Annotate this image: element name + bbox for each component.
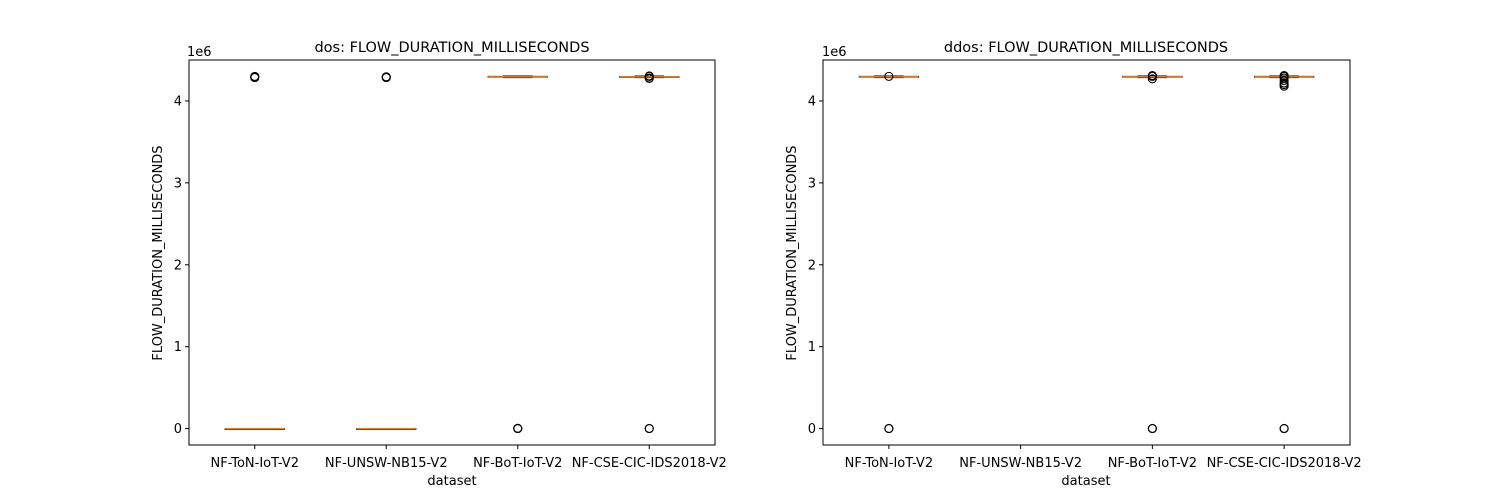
ddos-outlier-point xyxy=(1279,71,1289,81)
dos-x-axis-label: dataset xyxy=(427,474,476,489)
dos-box-0 xyxy=(224,71,285,430)
dos-ytick-label: 4 xyxy=(174,94,182,109)
ddos-offset-text: 1e6 xyxy=(822,45,847,60)
dos-chart-title: dos: FLOW_DURATION_MILLISECONDS xyxy=(314,40,589,56)
dos-axes-frame xyxy=(188,59,716,446)
ddos-box-2 xyxy=(1122,71,1183,434)
ddos-x-axis-label: dataset xyxy=(1061,474,1110,489)
ddos-ytick-label: 0 xyxy=(808,422,816,437)
dos-offset-text: 1e6 xyxy=(187,45,212,60)
ddos-xtick-label: NF-UNSW-NB15-V2 xyxy=(959,456,1082,471)
ddos-outlier-point xyxy=(1279,78,1289,88)
dos-boxplot-panel: dos: FLOW_DURATION_MILLISECONDS 1e6 FLOW… xyxy=(151,40,727,489)
dos-plot-area: 0 1 2 3 4 NF-ToN-IoT-V2 NF-UNSW-NB15-V2 NF-BoT-… xyxy=(174,59,727,471)
ddos-y-axis-label: FLOW_DURATION_MILLISECONDS xyxy=(785,145,800,360)
ddos-ytick-label: 1 xyxy=(808,340,816,355)
ddos-ytick-label: 4 xyxy=(808,94,816,109)
dos-box-1 xyxy=(356,72,417,430)
ddos-outlier-point xyxy=(1147,74,1157,84)
dos-xtick-label: NF-ToN-IoT-V2 xyxy=(211,456,299,471)
dos-outlier-point xyxy=(644,423,654,434)
ddos-box-0 xyxy=(858,71,920,434)
ddos-axes-frame xyxy=(822,59,1351,446)
ddos-outlier-point xyxy=(1279,75,1289,86)
ddos-chart-title: ddos: FLOW_DURATION_MILLISECONDS xyxy=(944,40,1228,56)
dos-ytick-label: 1 xyxy=(174,340,182,355)
dos-outlier-point xyxy=(250,71,260,81)
ddos-ytick-label: 2 xyxy=(808,258,816,273)
ddos-outlier-point xyxy=(884,423,894,434)
dos-xtick-label: NF-UNSW-NB15-V2 xyxy=(325,456,448,471)
dos-box-3 xyxy=(619,71,680,434)
dos-ytick-label: 0 xyxy=(174,422,182,437)
ddos-plot-area: 0 1 2 3 4 NF-ToN-IoT-V2 NF-UNSW-NB15-V2 NF-BoT-… xyxy=(808,59,1362,471)
dos-outlier-point xyxy=(644,71,654,81)
ddos-outlier-point xyxy=(1279,423,1289,434)
dos-xtick-label: NF-CSE-CIC-IDS2018-V2 xyxy=(572,456,727,471)
ddos-outlier-point xyxy=(1147,423,1157,434)
ddos-box-3 xyxy=(1253,71,1315,434)
dos-outlier-point xyxy=(381,72,391,82)
ddos-xtick-label: NF-CSE-CIC-IDS2018-V2 xyxy=(1207,456,1362,471)
ddos-xtick-label: NF-ToN-IoT-V2 xyxy=(845,456,933,471)
dos-ytick-label: 3 xyxy=(174,176,182,191)
dos-outlier-point xyxy=(513,423,523,433)
ddos-ytick-label: 3 xyxy=(808,176,816,191)
ddos-xtick-label: NF-BoT-IoT-V2 xyxy=(1108,456,1197,471)
ddos-boxplot-panel: ddos: FLOW_DURATION_MILLISECONDS 1e6 FLO… xyxy=(785,40,1362,489)
dos-ytick-label: 2 xyxy=(174,258,182,273)
dos-y-axis-label: FLOW_DURATION_MILLISECONDS xyxy=(151,145,166,360)
ddos-outlier-point xyxy=(1147,71,1157,81)
ddos-outlier-point xyxy=(884,71,894,81)
dos-xtick-label: NF-BoT-IoT-V2 xyxy=(473,456,562,471)
dos-box-2 xyxy=(487,75,548,434)
